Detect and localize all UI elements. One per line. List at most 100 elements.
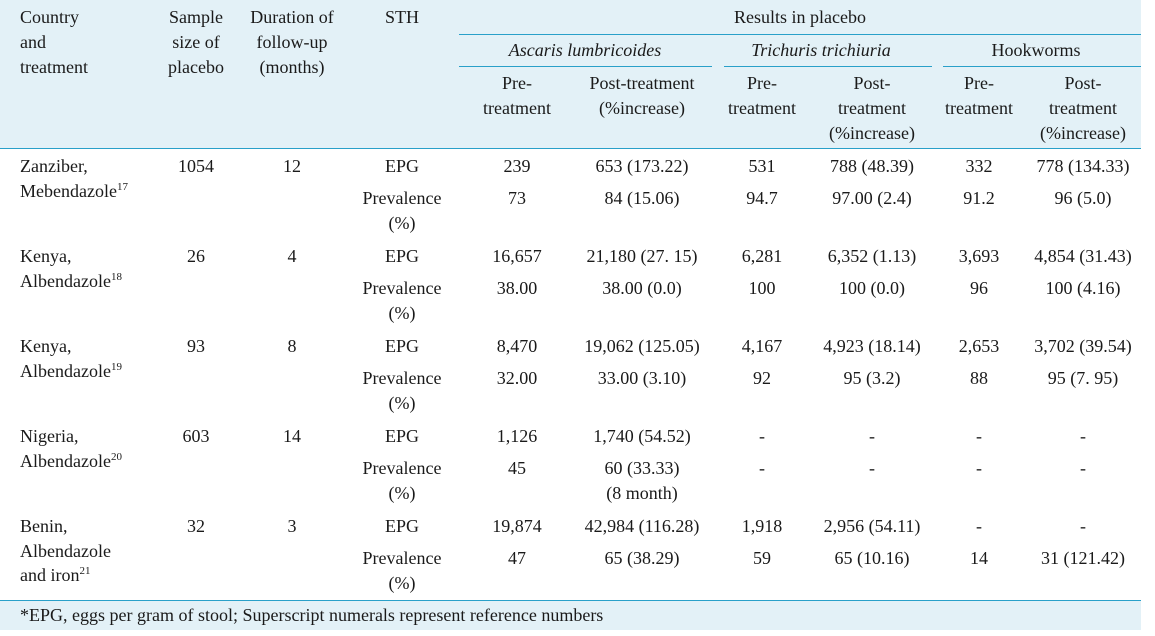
- sth-prevalence-unit: (%): [388, 482, 416, 503]
- epg-value-cell: -: [869, 426, 875, 446]
- prevalence-value-cell: 100 (0.0): [839, 278, 905, 298]
- epg-value-cell: 6,281: [741, 246, 783, 266]
- prevalence-value-cell: 97.00 (2.4): [832, 188, 912, 208]
- epg-value-cell: 6,352 (1.13): [827, 246, 917, 266]
- epg-value-cell: 239: [503, 156, 531, 176]
- table-body-background: [0, 148, 1141, 600]
- header-pre-line: treatment: [728, 98, 796, 118]
- table-footnote-background: [0, 600, 1141, 630]
- reference-number: 19: [110, 360, 122, 373]
- header-pre-line: treatment: [945, 98, 1013, 118]
- prevalence-value-cell: 32.00: [496, 368, 538, 388]
- prevalence-value-cell: 14: [970, 548, 988, 568]
- epg-value-cell: 3,693: [958, 246, 1000, 266]
- header-post-line: (%increase): [599, 98, 685, 118]
- prevalence-value-cell: 65 (38.29): [604, 548, 680, 568]
- prevalence-value-cell: -: [976, 458, 982, 478]
- reference-number: 21: [79, 565, 91, 577]
- epg-value-cell: 1,126: [496, 426, 538, 446]
- header-post-line: Post-: [853, 73, 891, 93]
- prevalence-value-cell: 59: [753, 548, 771, 568]
- sth-prevalence-unit: (%): [388, 212, 416, 233]
- country-treatment-line: Kenya,: [20, 246, 72, 266]
- header-duration-line: follow-up: [256, 32, 328, 52]
- country-treatment-line: Zanziber,: [20, 156, 88, 176]
- epg-value-cell: -: [1080, 426, 1086, 446]
- sample-size-cell: 32: [187, 516, 205, 536]
- epg-value-cell: 531: [748, 156, 776, 176]
- footnote: *EPG, eggs per gram of stool; Superscrip…: [20, 605, 604, 625]
- sth-prevalence-unit: (%): [388, 392, 416, 413]
- country-treatment-text: Mebendazole: [20, 180, 117, 201]
- epg-value-cell: 778 (134.33): [1036, 156, 1130, 176]
- ascaris-rule: [459, 66, 712, 67]
- country-treatment-text: Albendazole: [20, 360, 111, 381]
- header-pre-line: Pre-: [502, 73, 532, 93]
- duration-cell: 4: [287, 246, 297, 266]
- country-treatment-text: and iron: [20, 565, 80, 585]
- header-country-line: treatment: [20, 57, 88, 77]
- prevalence-value-cell: 92: [753, 368, 771, 388]
- country-treatment-line: and iron21: [20, 563, 90, 588]
- epg-value-cell: 653 (173.22): [595, 156, 689, 176]
- duration-cell: 8: [287, 336, 297, 356]
- results-group-rule: [459, 34, 1141, 35]
- prevalence-value-cell: -: [759, 458, 765, 478]
- epg-value-cell: 2,956 (54.11): [823, 516, 921, 536]
- header-duration-line: (months): [259, 57, 325, 77]
- epg-value-cell: 42,984 (116.28): [584, 516, 700, 536]
- header-post-line: Post-: [1064, 73, 1102, 93]
- country-treatment-line: Nigeria,: [20, 426, 79, 446]
- header-sample-line: Sample: [169, 7, 223, 27]
- prevalence-value-cell: 91.2: [963, 188, 995, 208]
- epg-value-cell: 4,854 (31.43): [1034, 246, 1132, 266]
- prevalence-note: (8 month): [606, 482, 678, 503]
- sth-prevalence-label: Prevalence: [362, 188, 442, 208]
- body-bottom-rule: [0, 600, 1141, 601]
- header-pre-line: treatment: [483, 98, 551, 118]
- prevalence-value-cell: 84 (15.06): [604, 188, 680, 208]
- prevalence-value-cell: 96 (5.0): [1054, 188, 1112, 208]
- reference-number: 20: [110, 450, 122, 463]
- header-species-trichuris: Trichuris trichiuria: [751, 40, 891, 60]
- epg-value-cell: -: [1080, 516, 1086, 536]
- header-post-line: Post-treatment: [589, 73, 695, 93]
- sample-size-cell: 93: [187, 336, 205, 356]
- prevalence-value-cell: 100 (4.16): [1045, 278, 1121, 298]
- prevalence-value-cell: -: [1080, 458, 1086, 478]
- epg-value-cell: -: [976, 426, 982, 446]
- prevalence-value-cell: 95 (3.2): [843, 368, 901, 388]
- country-treatment-text: Albendazole: [20, 450, 111, 471]
- epg-value-cell: -: [759, 426, 765, 446]
- duration-cell: 12: [283, 156, 301, 176]
- reference-number: 17: [116, 180, 128, 193]
- epg-value-cell: 1,740 (54.52): [593, 426, 691, 446]
- header-species-hookworms: Hookworms: [991, 40, 1081, 60]
- country-treatment-line: Albendazole18: [20, 269, 122, 294]
- header-duration-line: Duration of: [250, 7, 334, 27]
- sth-prevalence-unit: (%): [388, 572, 416, 593]
- header-sth: STH: [384, 7, 420, 27]
- prevalence-value-cell: 95 (7. 95): [1047, 368, 1119, 388]
- sample-size-cell: 603: [182, 426, 210, 446]
- sth-epg-label: EPG: [384, 246, 420, 266]
- prevalence-value-cell: 65 (10.16): [834, 548, 910, 568]
- prevalence-value-cell: 38.00: [496, 278, 538, 298]
- epg-value-cell: 3,702 (39.54): [1034, 336, 1132, 356]
- epg-value-cell: 332: [965, 156, 993, 176]
- reference-number: 18: [110, 270, 122, 283]
- country-treatment-line: Albendazole19: [20, 359, 122, 384]
- country-treatment-line: Kenya,: [20, 336, 72, 356]
- sth-epg-label: EPG: [384, 426, 420, 446]
- prevalence-value-cell: 31 (121.42): [1041, 548, 1125, 568]
- sample-size-cell: 26: [187, 246, 205, 266]
- epg-value-cell: 21,180 (27. 15): [586, 246, 698, 266]
- header-results-group: Results in placebo: [734, 7, 866, 27]
- prevalence-value-cell: 96: [970, 278, 988, 298]
- country-treatment-line: Mebendazole17: [20, 179, 128, 204]
- header-bottom-rule: [0, 148, 1141, 149]
- duration-cell: 3: [287, 516, 297, 536]
- header-pre-line: Pre-: [747, 73, 777, 93]
- country-treatment-text: Albendazole: [20, 270, 111, 291]
